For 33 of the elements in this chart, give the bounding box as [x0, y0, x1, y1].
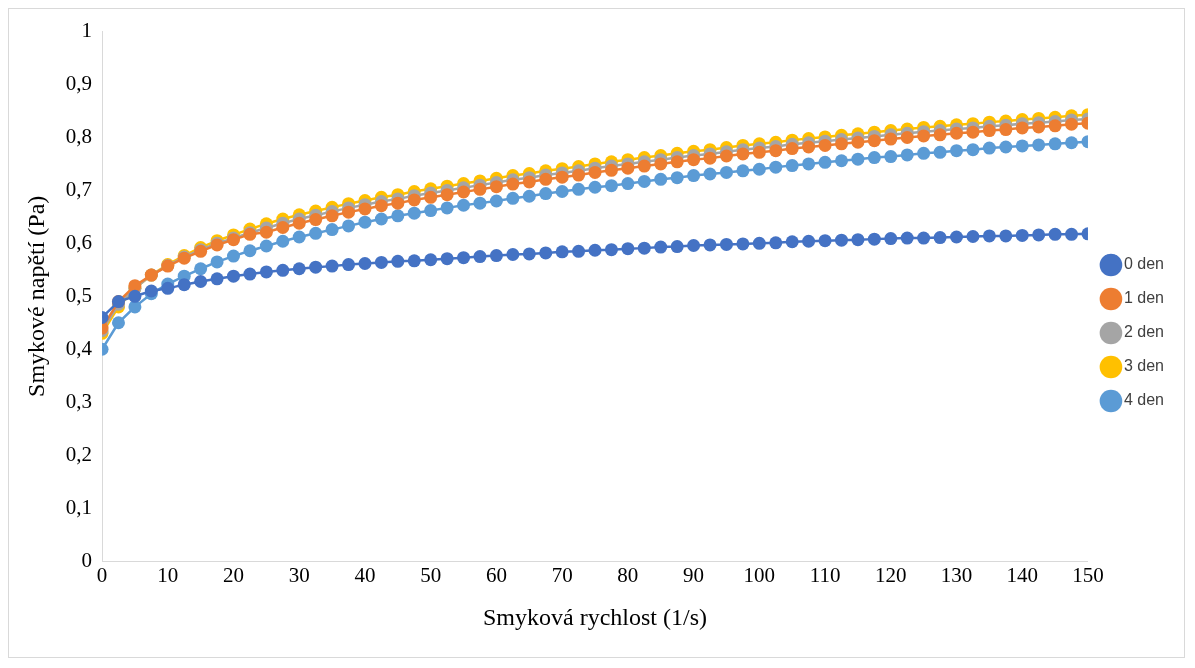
x-tick-label: 130: [940, 563, 973, 588]
legend-label: 1 den: [1123, 289, 1165, 307]
y-tick-label: 0,8: [65, 124, 93, 148]
y-tick-label: 0: [81, 547, 93, 572]
y-tick-label: 0,3: [65, 388, 93, 413]
legend-label: 4 den: [1123, 391, 1165, 409]
legend-label: 0 den: [1123, 255, 1165, 273]
x-tick-label: 30: [288, 563, 310, 588]
y-tick-label: 0,9: [65, 71, 93, 96]
x-axis-title: Smyková rychlost (1/s): [483, 603, 707, 630]
y-tick-label: 0,6: [65, 229, 93, 254]
y-tick-label: 0,1: [65, 494, 93, 519]
y-tick-label: 0,4: [65, 335, 93, 360]
y-tick-label: 0,7: [65, 176, 93, 201]
x-tick-label: 100: [743, 563, 776, 588]
y-tick-label: 1: [81, 18, 93, 43]
x-tick-label: 10: [157, 563, 179, 588]
x-tick-label: 70: [551, 563, 573, 588]
x-tick-label: 120: [875, 563, 907, 588]
x-tick-label: 20: [223, 563, 244, 588]
y-tick-label: 0,5: [65, 282, 93, 307]
x-tick-label: 150: [1072, 563, 1104, 588]
y-tick-label: 0,2: [65, 441, 93, 466]
legend-label: 3 den: [1123, 357, 1165, 375]
x-tick-label: 80: [617, 563, 639, 588]
legend-label: 2 den: [1123, 323, 1165, 341]
x-tick-label: 140: [1006, 563, 1038, 588]
x-tick-label: 40: [354, 563, 376, 588]
x-tick-label: 50: [420, 563, 442, 588]
y-axis-title: Smykové napětí (Pa): [22, 195, 49, 397]
x-tick-label: 110: [809, 563, 841, 588]
x-tick-label: 90: [683, 563, 705, 588]
x-tick-label: 60: [485, 563, 507, 588]
